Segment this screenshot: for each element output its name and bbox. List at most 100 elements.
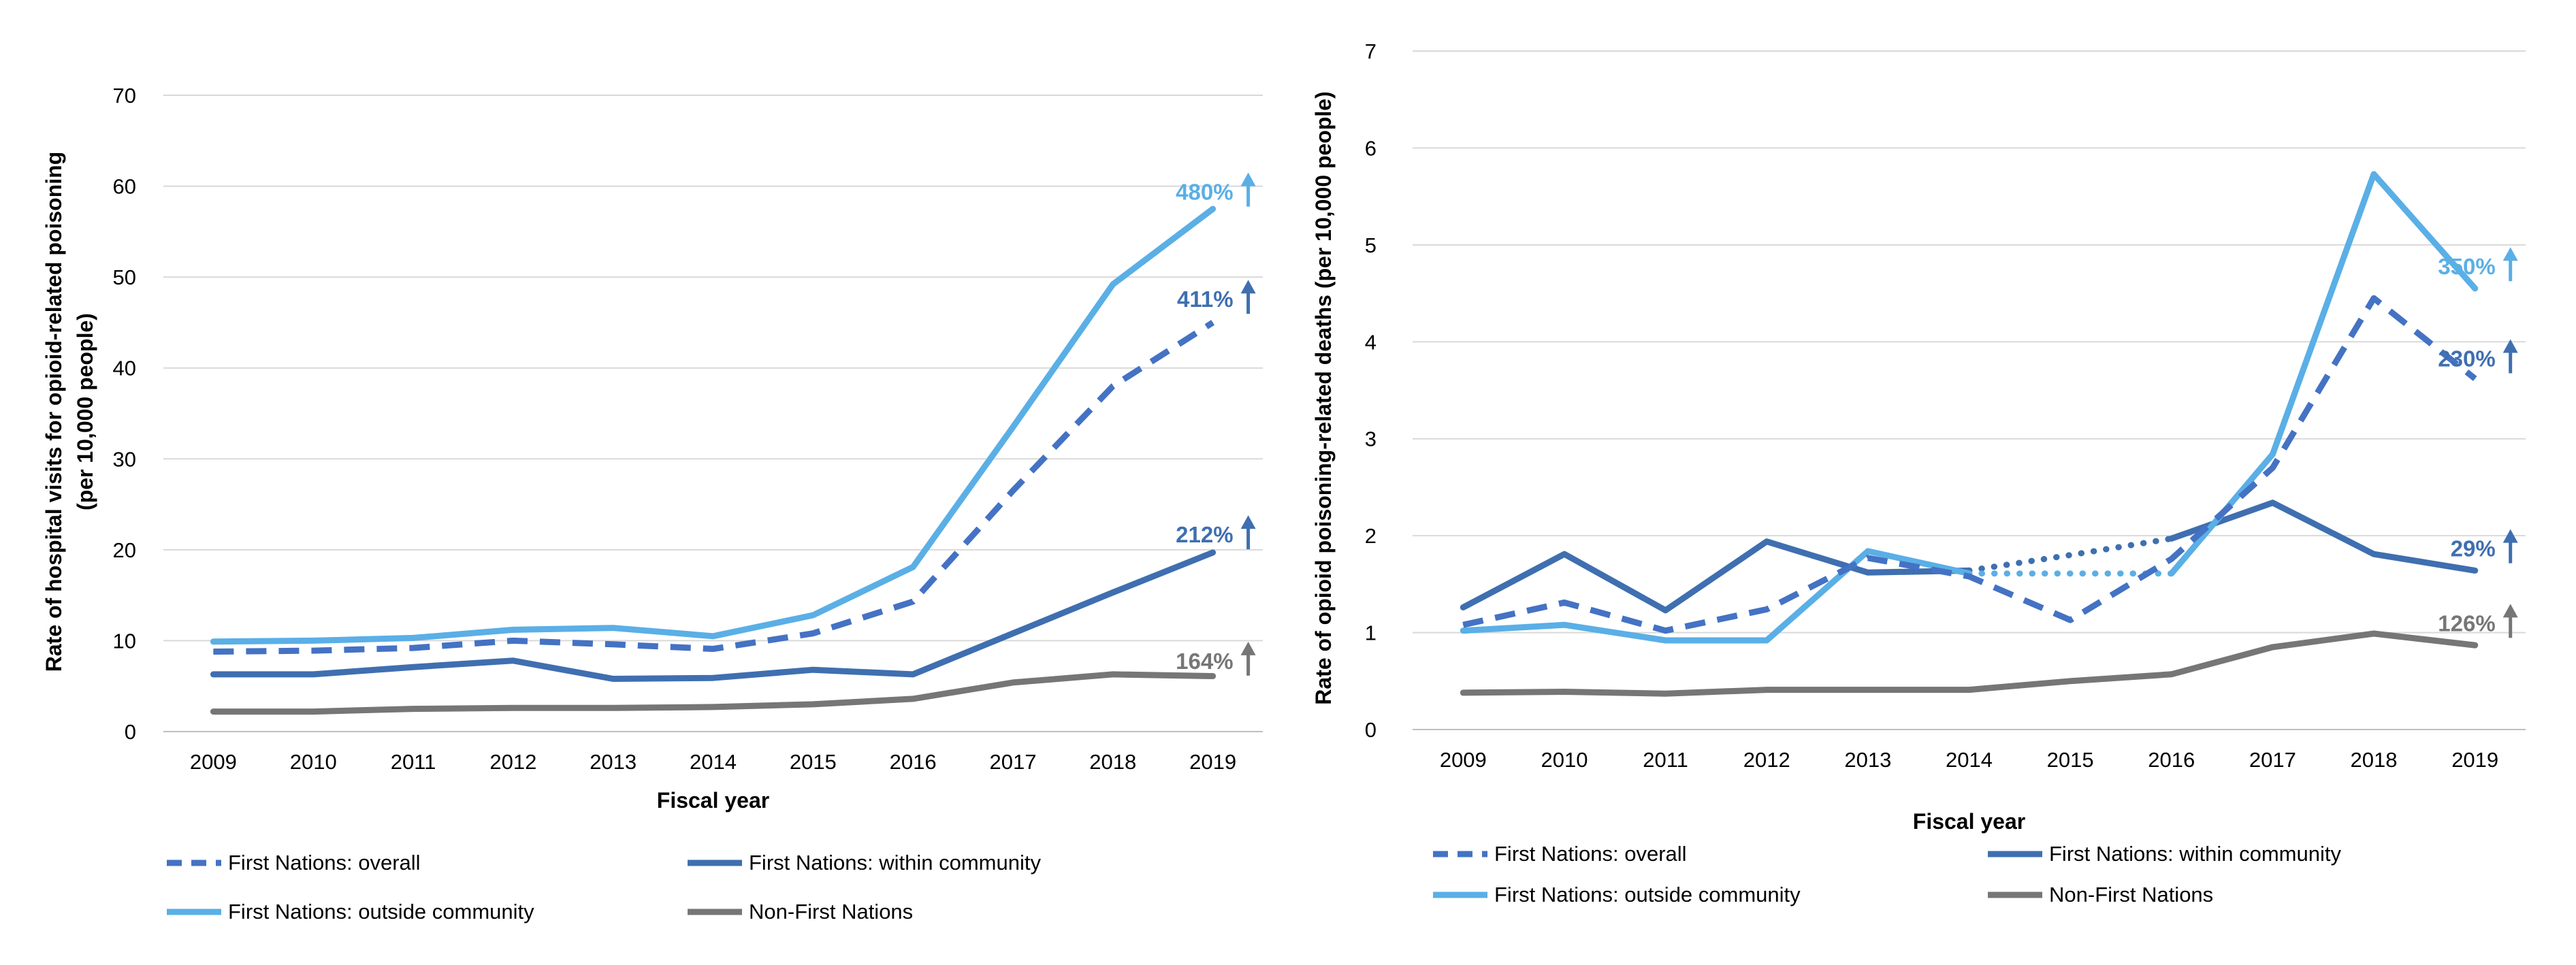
data-point bbox=[1112, 592, 1114, 593]
data-point bbox=[212, 711, 214, 713]
y-axis-label-line: (per 10,000 people) bbox=[73, 313, 97, 510]
x-tick-label: 2018 bbox=[1089, 750, 1136, 774]
x-tick-label: 2019 bbox=[2451, 748, 2498, 772]
data-point bbox=[1665, 693, 1667, 694]
x-axis-label: Fiscal year bbox=[657, 788, 769, 813]
y-axis-label-line: Rate of hospital visits for opioid-relat… bbox=[42, 152, 66, 672]
legend-label: First Nations: outside community bbox=[1494, 883, 1801, 906]
data-point bbox=[1462, 630, 1464, 632]
x-tick-label: 2013 bbox=[590, 750, 637, 774]
x-tick-label: 2012 bbox=[1743, 748, 1790, 772]
y-tick-label: 4 bbox=[1365, 330, 1376, 354]
y-tick-label: 20 bbox=[113, 538, 136, 562]
legend-label: Non-First Nations bbox=[2049, 883, 2213, 906]
legend-label: First Nations: within community bbox=[2049, 842, 2341, 866]
up-arrow-head-icon bbox=[1240, 172, 1256, 186]
hospital-visits-chart: 0 10 20 30 40 50 60 70 2009 2010 2011 2012 2013 2014 2… bbox=[42, 84, 1263, 923]
series-line-first-nations-outside-community bbox=[210, 206, 1217, 645]
data-point bbox=[312, 640, 314, 641]
data-point bbox=[1212, 552, 1214, 553]
legend-label: First Nations: within community bbox=[749, 851, 1041, 874]
y-tick-label: 60 bbox=[113, 175, 136, 199]
data-point bbox=[413, 647, 414, 649]
data-point bbox=[2171, 538, 2172, 539]
y-tick-label: 2 bbox=[1365, 524, 1376, 548]
y-tick-label: 30 bbox=[113, 447, 136, 471]
data-point bbox=[912, 698, 914, 700]
data-point bbox=[812, 615, 814, 616]
x-tick-label: 2009 bbox=[190, 750, 237, 774]
up-arrow-head-icon bbox=[1240, 641, 1256, 655]
data-point bbox=[1112, 385, 1114, 387]
data-point bbox=[413, 666, 414, 668]
data-point bbox=[1867, 689, 1869, 691]
x-tick-label: 2017 bbox=[989, 750, 1036, 774]
x-tick-label: 2015 bbox=[2047, 748, 2094, 772]
percent-change-label: 212% bbox=[1176, 522, 1233, 547]
percent-change-label: 350% bbox=[2438, 254, 2495, 279]
y-tick-label: 40 bbox=[113, 357, 136, 380]
data-point bbox=[212, 651, 214, 652]
y-tick-label: 7 bbox=[1365, 39, 1376, 63]
percent-change-label: 411% bbox=[1177, 287, 1234, 312]
y-axis-label-line: Rate of opioid poisoning-related deaths … bbox=[1311, 91, 1336, 704]
x-tick-label: 2015 bbox=[790, 750, 837, 774]
data-point bbox=[812, 633, 814, 634]
data-point bbox=[1867, 557, 1869, 559]
data-point bbox=[1462, 692, 1464, 693]
series-line-first-nations-outside-community bbox=[1460, 548, 1972, 644]
up-arrow-head-icon bbox=[2502, 339, 2518, 353]
up-arrow-head-icon bbox=[2502, 247, 2518, 261]
series-line-first-nations-within-community bbox=[1460, 538, 1972, 614]
y-tick-label: 50 bbox=[113, 265, 136, 289]
data-point bbox=[413, 708, 414, 710]
y-tick-label: 5 bbox=[1365, 233, 1376, 257]
legend-label: First Nations: outside community bbox=[228, 900, 534, 923]
data-point bbox=[2272, 502, 2273, 504]
y-tick-label: 1 bbox=[1365, 621, 1376, 645]
x-tick-label: 2013 bbox=[1844, 748, 1891, 772]
y-tick-label: 6 bbox=[1365, 136, 1376, 160]
percent-change-label: 29% bbox=[2451, 536, 2496, 561]
up-arrow-head-icon bbox=[2502, 604, 2518, 618]
x-tick-label: 2009 bbox=[1440, 748, 1487, 772]
data-point bbox=[2070, 619, 2071, 621]
x-tick-label: 2010 bbox=[290, 750, 337, 774]
data-point bbox=[2272, 454, 2273, 455]
percent-change-label: 164% bbox=[1176, 649, 1233, 674]
percent-change-label: 480% bbox=[1176, 180, 1233, 205]
data-point bbox=[1012, 633, 1014, 634]
data-point bbox=[1212, 208, 1214, 210]
y-tick-label: 3 bbox=[1365, 427, 1376, 451]
up-arrow-head-icon bbox=[1240, 515, 1256, 529]
data-point bbox=[1665, 630, 1667, 632]
y-axis-label: Rate of hospital visits for opioid-relat… bbox=[42, 152, 97, 672]
x-tick-label: 2018 bbox=[2351, 748, 2398, 772]
percent-change-label: 230% bbox=[2438, 346, 2495, 371]
data-point bbox=[912, 601, 914, 602]
legend-label: First Nations: overall bbox=[228, 851, 421, 874]
data-point bbox=[2171, 573, 2172, 574]
y-tick-label: 0 bbox=[1365, 718, 1376, 742]
series-line-first-nations-within-community bbox=[210, 549, 1217, 682]
data-point bbox=[912, 566, 914, 568]
legend-label: Non-First Nations bbox=[749, 900, 913, 923]
series-line-first-nations-within-community bbox=[2168, 500, 2479, 574]
data-point bbox=[1012, 682, 1014, 683]
x-axis-label: Fiscal year bbox=[1913, 809, 2025, 834]
x-tick-label: 2014 bbox=[1946, 748, 1993, 772]
y-axis-label: Rate of opioid poisoning-related deaths … bbox=[1311, 91, 1336, 704]
x-tick-label: 2011 bbox=[391, 750, 436, 774]
deaths-chart: 0 1 2 3 4 5 6 7 2009 2010 2011 2012 2013 2014 2015 2016… bbox=[1311, 39, 2526, 906]
x-tick-label: 2019 bbox=[1189, 750, 1236, 774]
percent-change-label: 126% bbox=[2438, 610, 2495, 636]
data-point bbox=[1462, 607, 1464, 608]
data-point bbox=[212, 641, 214, 642]
series-line-non-first-nations bbox=[1460, 630, 2479, 697]
data-point bbox=[312, 711, 314, 713]
x-tick-label: 2014 bbox=[690, 750, 737, 774]
x-tick-label: 2012 bbox=[489, 750, 536, 774]
x-tick-label: 2010 bbox=[1541, 748, 1588, 772]
x-tick-label: 2016 bbox=[890, 750, 937, 774]
